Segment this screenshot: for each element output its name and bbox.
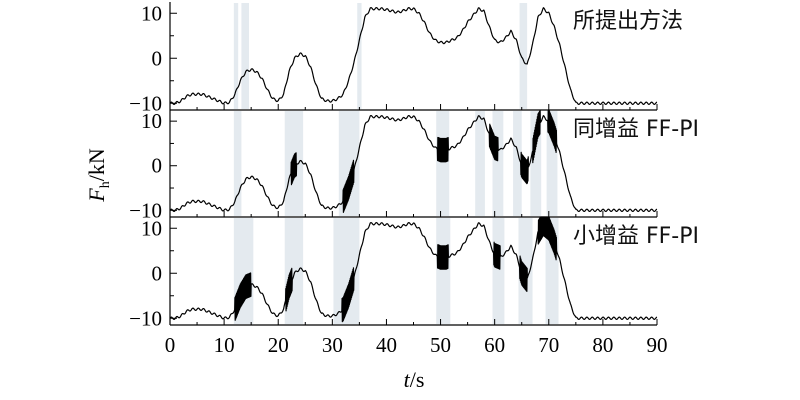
highlight-band-1-1 — [233, 3, 239, 109]
highlight-band-1-3 — [357, 3, 362, 109]
y-tick-label-3-1: −10 — [129, 306, 162, 330]
series-line-1 — [169, 7, 658, 105]
x-tick-label-3: 20 — [268, 333, 289, 357]
x-tick-label-7: 60 — [484, 333, 505, 357]
x-tick-label-5: 40 — [376, 333, 397, 357]
x-axis-title: t/s — [404, 367, 425, 392]
y-tick-label-3-3: 10 — [141, 216, 162, 240]
series-line-3 — [169, 216, 658, 323]
highlight-band-3-2 — [284, 218, 304, 324]
y-tick-label-2-2: 0 — [152, 154, 163, 178]
series-line-2 — [169, 109, 658, 213]
x-tick-label-4: 30 — [322, 333, 343, 357]
x-tick-label-9: 80 — [592, 333, 613, 357]
x-tick-label-1: 0 — [165, 333, 176, 357]
y-tick-label-1-3: 10 — [141, 1, 162, 25]
y-tick-label-2-3: 10 — [141, 109, 162, 133]
y-tick-label-2-1: −10 — [129, 198, 162, 222]
highlight-band-1-2 — [241, 3, 250, 109]
highlight-band-2-1 — [233, 111, 242, 216]
panel-3: −10 0 10 小增益 FF-PI — [129, 216, 699, 330]
x-axis-unit: /s — [410, 367, 425, 392]
highlight-band-2-4 — [436, 111, 450, 216]
highlight-band-3-4 — [436, 218, 451, 324]
x-tick-label-8: 70 — [538, 333, 559, 357]
y-axis-unit: /kN — [84, 148, 109, 181]
y-axis-title: Fh/kN — [84, 148, 113, 203]
x-axis-var: t — [404, 367, 411, 392]
highlight-band-2-8 — [530, 111, 542, 216]
y-tick-label-1-2: 0 — [152, 46, 163, 70]
highlight-band-3-5 — [492, 218, 505, 324]
panel-label-2: 同增益 FF-PI — [573, 117, 699, 142]
y-tick-label-3-2: 0 — [152, 261, 163, 285]
panel-label-1: 所提出方法 — [573, 9, 683, 34]
highlight-band-2-6 — [492, 111, 504, 216]
highlight-band-1-4 — [519, 3, 528, 109]
highlight-band-2-7 — [513, 111, 522, 216]
x-tick-label-6: 50 — [430, 333, 451, 357]
y-tick-label-1-1: −10 — [129, 91, 162, 115]
highlight-band-2-5 — [475, 111, 485, 216]
panel-1: −10 0 10 所提出方法 — [129, 1, 683, 115]
y-axis-sub: h — [98, 181, 113, 188]
y-axis-var: F — [84, 188, 109, 203]
highlight-band-2-9 — [546, 111, 558, 216]
highlight-band-2-3 — [338, 111, 360, 216]
x-tick-label-10: 90 — [647, 333, 668, 357]
panel-label-3: 小增益 FF-PI — [573, 224, 699, 249]
x-tick-label-2: 10 — [214, 333, 235, 357]
panel-2: −10 0 10 同增益 FF-PI — [129, 109, 699, 222]
